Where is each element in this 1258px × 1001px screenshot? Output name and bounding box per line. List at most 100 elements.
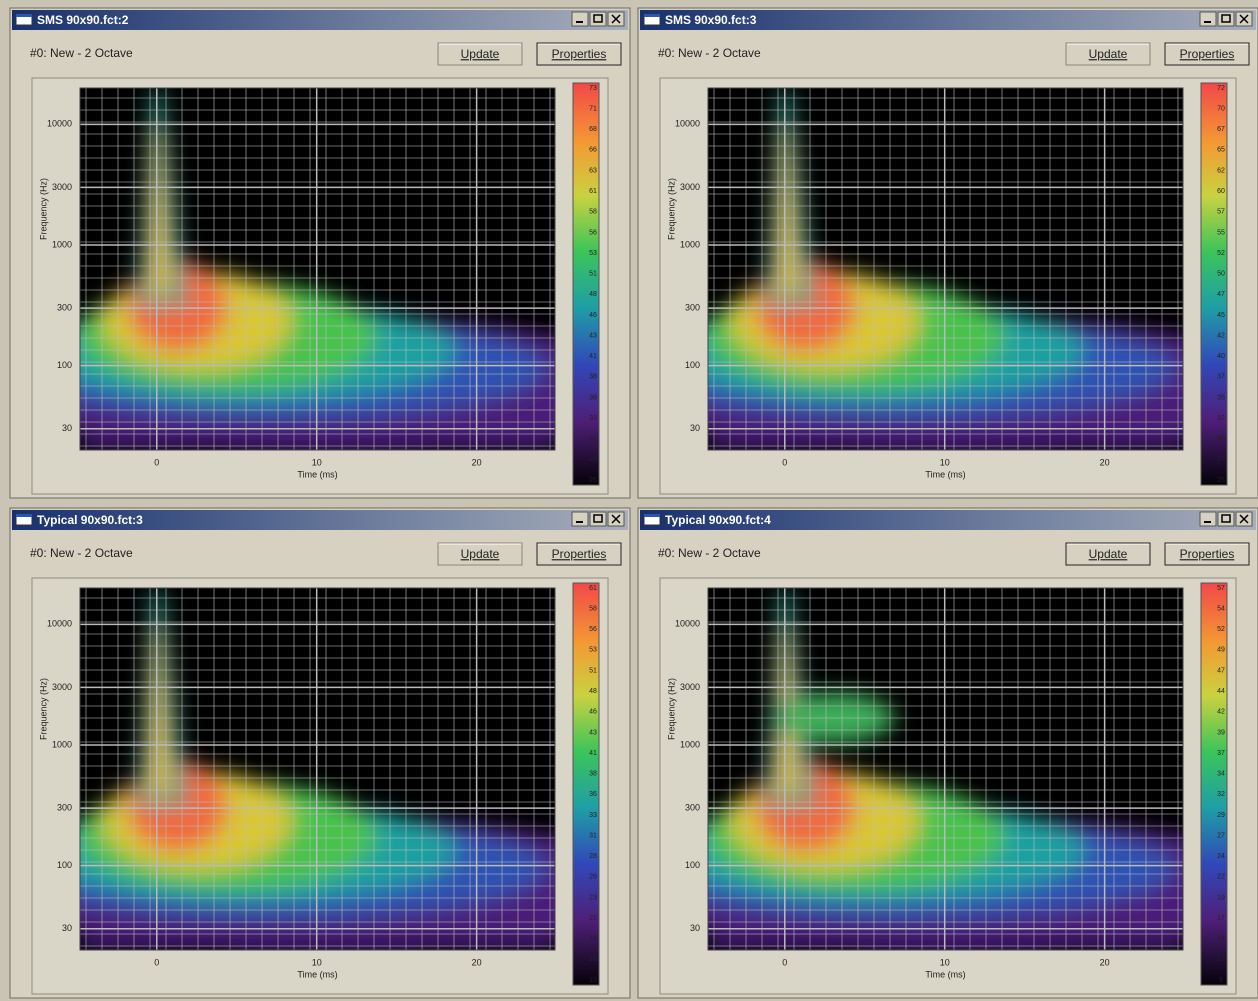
y-tick-label: 100: [57, 360, 72, 370]
window-control[interactable]: [1235, 11, 1253, 27]
colorbar-label: 48: [589, 291, 597, 298]
button[interactable]: Properties: [536, 542, 622, 566]
window-icon-bar: [16, 14, 32, 17]
button-label: Update: [461, 47, 500, 61]
x-tick-label: 0: [154, 957, 159, 967]
window-control[interactable]: [589, 511, 607, 527]
close-glyph: [611, 14, 621, 24]
window-control[interactable]: [571, 511, 589, 527]
y-tick-label: 300: [685, 302, 700, 312]
button-face: [1065, 42, 1151, 66]
colorbar-label: 13: [589, 977, 597, 984]
colorbar-label: 37: [1217, 374, 1225, 381]
button-label: Properties: [552, 47, 607, 61]
colorbar-label: 33: [589, 415, 597, 422]
button-face: [536, 42, 622, 66]
colorbar: [1200, 582, 1228, 986]
colorbar-label: 61: [589, 585, 597, 592]
button[interactable]: Update: [1065, 42, 1151, 66]
button[interactable]: Update: [437, 42, 523, 66]
colorbar-label: 44: [1217, 688, 1225, 695]
button-label: Update: [1089, 547, 1128, 561]
colorbar-label: 47: [1217, 291, 1225, 298]
window-control[interactable]: [607, 511, 625, 527]
y-tick-label: 1000: [680, 739, 700, 749]
window: Typical 90x90.fct:3 #0: New - 2 Octave Upd…: [9, 507, 631, 999]
button-face: [437, 542, 523, 566]
button-face: [536, 542, 622, 566]
colorbar-label: 57: [1217, 209, 1225, 216]
status-label: #0: New - 2 Octave: [658, 546, 761, 560]
window-control[interactable]: [1217, 511, 1235, 527]
control-box: [1199, 11, 1217, 27]
window-title: Typical 90x90.fct:3: [37, 513, 143, 527]
colorbar-label: 22: [1217, 874, 1225, 881]
colorbar-label: 56: [589, 229, 597, 236]
window-control[interactable]: [1217, 11, 1235, 27]
x-axis-label: Time (ms): [925, 469, 965, 479]
control-box: [571, 11, 589, 27]
colorbar-label: 17: [1217, 915, 1225, 922]
colorbar-label: 58: [589, 605, 597, 612]
button-face: [1065, 542, 1151, 566]
colorbar-label: 53: [589, 647, 597, 654]
status-label: #0: New - 2 Octave: [30, 546, 133, 560]
plot-border: [707, 87, 1184, 451]
colorbar-label: 28: [589, 456, 597, 463]
colorbar-label: 41: [589, 353, 597, 360]
x-tick-label: 10: [312, 457, 322, 467]
colorbar-label: 12: [1217, 956, 1225, 963]
y-tick-label: 3000: [680, 182, 700, 192]
y-axis-label: Frequency (Hz): [38, 678, 48, 740]
close-glyph: [1239, 514, 1249, 524]
button[interactable]: Update: [1065, 542, 1151, 566]
spectrogram: [80, 88, 555, 450]
y-tick-label: 3000: [680, 682, 700, 692]
colorbar-label: 42: [1217, 332, 1225, 339]
colorbar-label: 54: [1217, 605, 1225, 612]
window-title: SMS 90x90.fct:2: [37, 13, 129, 27]
y-tick-label: 3000: [52, 682, 72, 692]
window-control[interactable]: [571, 11, 589, 27]
colorbar-label: 25: [1217, 477, 1225, 484]
colorbar-label: 66: [589, 147, 597, 154]
window-control[interactable]: [1235, 511, 1253, 527]
colorbar-label: 43: [589, 332, 597, 339]
control-box: [589, 511, 607, 527]
colorbar-label: 38: [589, 374, 597, 381]
colorbar-label: 32: [1217, 415, 1225, 422]
window-control[interactable]: [1199, 11, 1217, 27]
plot-border: [79, 587, 556, 951]
colorbar-label: 32: [1217, 791, 1225, 798]
y-tick-label: 10000: [675, 619, 700, 629]
colorbar: [572, 82, 600, 486]
y-tick-label: 10000: [47, 619, 72, 629]
button[interactable]: Properties: [1164, 42, 1250, 66]
button[interactable]: Update: [437, 542, 523, 566]
colorbar-label: 38: [589, 771, 597, 778]
window-control[interactable]: [1199, 511, 1217, 527]
y-tick-label: 30: [690, 423, 700, 433]
colorbar-label: 52: [1217, 250, 1225, 257]
control-box: [1199, 511, 1217, 527]
colorbar-label: 65: [1217, 147, 1225, 154]
y-tick-label: 1000: [52, 239, 72, 249]
colorbar: [1200, 82, 1228, 486]
title-bar: [12, 10, 628, 30]
button[interactable]: Properties: [536, 42, 622, 66]
button[interactable]: Properties: [1164, 542, 1250, 566]
window-control[interactable]: [607, 11, 625, 27]
x-tick-label: 20: [1100, 457, 1110, 467]
close-glyph: [1239, 14, 1249, 24]
colorbar-label: 27: [1217, 832, 1225, 839]
button-label: Update: [1089, 47, 1128, 61]
colorbar-label: 43: [589, 729, 597, 736]
window-title: SMS 90x90.fct:3: [665, 13, 757, 27]
colorbar-label: 24: [1217, 853, 1225, 860]
colorbar-label: 26: [589, 874, 597, 881]
title-bar: [640, 510, 1256, 530]
colorbar-label: 62: [1217, 167, 1225, 174]
control-box: [571, 511, 589, 527]
control-box: [1217, 511, 1235, 527]
window-control[interactable]: [589, 11, 607, 27]
